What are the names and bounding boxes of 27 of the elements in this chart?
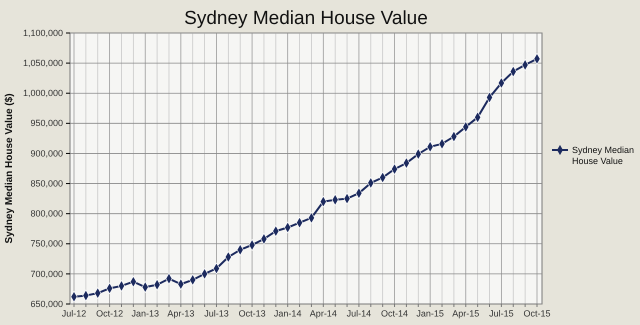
- legend-label: Sydney Median House Value: [572, 145, 634, 166]
- y-tick-label: 800,000: [30, 208, 63, 219]
- y-tick-label: 950,000: [30, 118, 63, 128]
- x-tick-label: Apr-14: [310, 308, 337, 318]
- x-tick-label: Jul-13: [204, 308, 229, 318]
- y-tick-label: 900,000: [30, 148, 63, 158]
- y-tick-label: 1,050,000: [22, 58, 63, 68]
- x-tick-label: Oct-13: [238, 308, 266, 318]
- x-tick-label: Oct-14: [381, 308, 408, 318]
- x-tick-label: Jul-15: [489, 308, 514, 318]
- y-tick-label: 650,000: [30, 298, 63, 309]
- x-tick-label: Apr-13: [167, 308, 194, 318]
- x-tick-label: Jul-14: [346, 308, 372, 318]
- y-tick-label: 1,100,000: [22, 28, 63, 38]
- x-tick-label: Apr-15: [452, 308, 480, 318]
- y-tick-label: 750,000: [30, 238, 63, 249]
- x-tick-label: Oct-12: [96, 308, 124, 318]
- y-tick-label: 1,000,000: [22, 88, 63, 98]
- y-tick-label: 850,000: [30, 178, 63, 188]
- chart-title: Sydney Median House Value: [184, 8, 428, 29]
- x-tick-label: Oct-15: [523, 308, 551, 318]
- x-tick-label: Jan-15: [416, 308, 444, 318]
- x-tick-label: Jan-13: [131, 308, 159, 318]
- x-tick-label: Jan-14: [274, 308, 302, 318]
- y-tick-label: 700,000: [30, 268, 63, 279]
- x-tick-label: Jul-12: [62, 308, 86, 318]
- y-axis-title: Sydney Median House Value ($): [4, 93, 15, 244]
